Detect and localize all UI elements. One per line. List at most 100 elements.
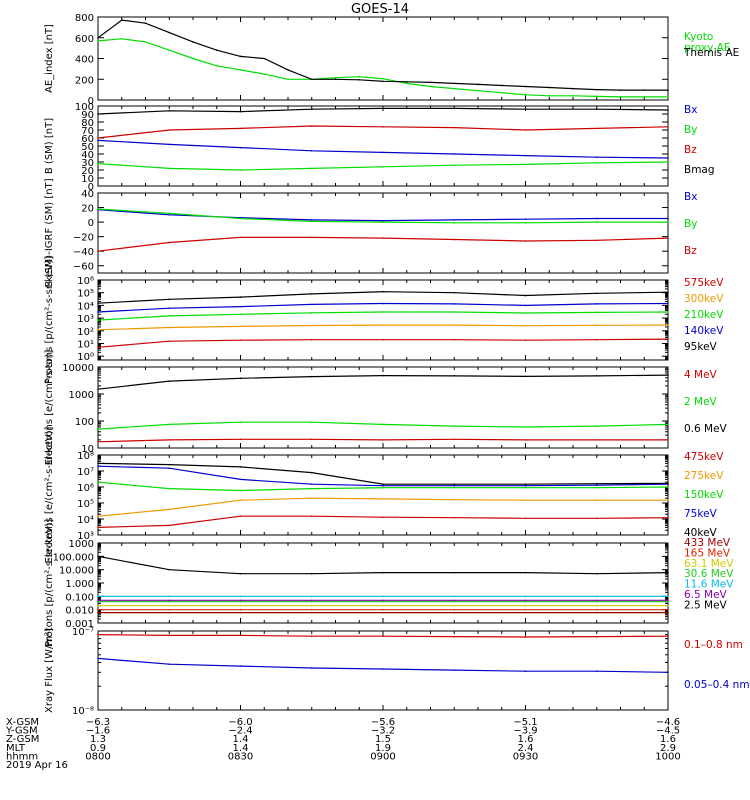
x-tick-label: 2.9 — [660, 743, 676, 754]
legend-entry: 63.1 MeV — [684, 558, 734, 570]
data-point — [595, 611, 598, 614]
y-tick-label: 0.100 — [65, 592, 94, 603]
legend-entry: 2.5 MeV — [684, 599, 728, 611]
data-point — [453, 126, 456, 129]
data-point — [239, 572, 242, 575]
data-point — [239, 110, 242, 113]
data-point — [595, 217, 598, 220]
data-point — [667, 571, 669, 574]
data-point — [310, 293, 313, 295]
data-point — [382, 107, 384, 110]
data-point — [524, 595, 527, 598]
data-point — [548, 86, 551, 89]
legend-entry: Bx — [684, 104, 697, 116]
data-point — [287, 69, 289, 71]
data-point — [239, 169, 242, 171]
y-tick-label: 600 — [75, 34, 94, 45]
data-point — [524, 426, 527, 428]
data-point — [168, 467, 171, 469]
data-point — [667, 109, 669, 111]
y-tick-label: 10¹ — [77, 339, 94, 350]
data-point — [97, 604, 99, 607]
y-tick-label: 40 — [81, 189, 94, 200]
data-point — [595, 517, 598, 520]
data-point — [524, 85, 527, 88]
panel-xray: 10⁻⁸ 10⁻⁷ Xray Flux [W/m²] 0.1–0.8 nm 0.05–0… — [44, 627, 750, 717]
legend-entry: By — [684, 218, 697, 230]
data-point — [477, 89, 479, 92]
data-point — [595, 324, 598, 327]
data-point — [524, 670, 527, 672]
data-point — [382, 126, 384, 128]
data-point — [310, 421, 313, 424]
data-point — [595, 599, 598, 602]
data-point — [97, 526, 99, 529]
series-line — [97, 236, 669, 252]
data-point — [310, 483, 313, 485]
series-line — [97, 555, 669, 575]
data-point — [97, 36, 99, 39]
data-point — [97, 608, 99, 611]
x-tick-label: 1.5 — [375, 734, 391, 745]
data-point — [667, 635, 669, 637]
data-point — [453, 338, 456, 341]
data-point — [310, 78, 313, 81]
data-point — [524, 312, 527, 314]
data-point — [382, 77, 384, 80]
y-axis-label: B (SM) [nT] — [44, 118, 55, 174]
data-point — [595, 292, 598, 295]
legend-entry: 2 MeV — [684, 396, 718, 408]
data-point — [453, 291, 456, 294]
x-tick-label: 1.4 — [233, 734, 249, 745]
data-point — [382, 219, 384, 222]
data-point — [382, 439, 384, 441]
x-tick-label: 1.9 — [375, 743, 391, 754]
data-point — [310, 312, 313, 314]
y-axis-label: Protons [p/(cm²-s-sr-keV)] — [44, 519, 55, 647]
legend-entry: 433 MeV — [684, 537, 731, 549]
data-point — [667, 291, 669, 293]
series-line — [97, 38, 668, 98]
data-point — [310, 438, 313, 441]
data-point — [310, 324, 313, 327]
data-point — [310, 635, 313, 637]
legend-entry: Bz — [684, 245, 697, 257]
x-tick-label: −4.5 — [656, 726, 680, 737]
y-tick-label: 20 — [81, 166, 94, 177]
data-point — [168, 143, 171, 146]
data-point — [524, 599, 527, 602]
legend-entry: 140keV — [684, 325, 724, 337]
x-tick-label: −2.4 — [228, 726, 252, 737]
y-tick-label: 10⁴ — [77, 301, 94, 312]
data-point — [239, 478, 242, 481]
data-point — [453, 425, 456, 427]
data-point — [168, 508, 171, 511]
y-tick-label: 0 — [88, 96, 94, 107]
data-point — [97, 481, 99, 483]
data-point — [168, 167, 171, 170]
y-tick-label: 30 — [81, 158, 94, 169]
data-point — [524, 517, 527, 520]
data-point — [667, 89, 669, 91]
data-point — [667, 221, 669, 223]
data-point — [168, 524, 171, 527]
data-point — [310, 375, 313, 378]
series-line — [97, 209, 668, 222]
x-tick-label: 1.6 — [660, 734, 676, 745]
x-tick-label: −4.6 — [656, 717, 680, 728]
data-point — [239, 608, 242, 611]
data-point — [239, 665, 242, 667]
data-point — [382, 635, 384, 637]
y-tick-label: 10 — [81, 444, 94, 455]
data-point — [524, 163, 527, 166]
data-point — [97, 611, 99, 614]
data-point — [168, 31, 171, 34]
y-tick-label: 10⁻⁸ — [72, 706, 94, 717]
data-point — [239, 634, 242, 637]
y-axis-label: Protons [p/(cm²-s-sr-keV)] — [44, 256, 55, 384]
data-point — [453, 238, 456, 241]
data-point — [667, 608, 669, 611]
data-point — [97, 515, 99, 517]
data-point — [453, 486, 456, 489]
series-line — [97, 421, 669, 430]
